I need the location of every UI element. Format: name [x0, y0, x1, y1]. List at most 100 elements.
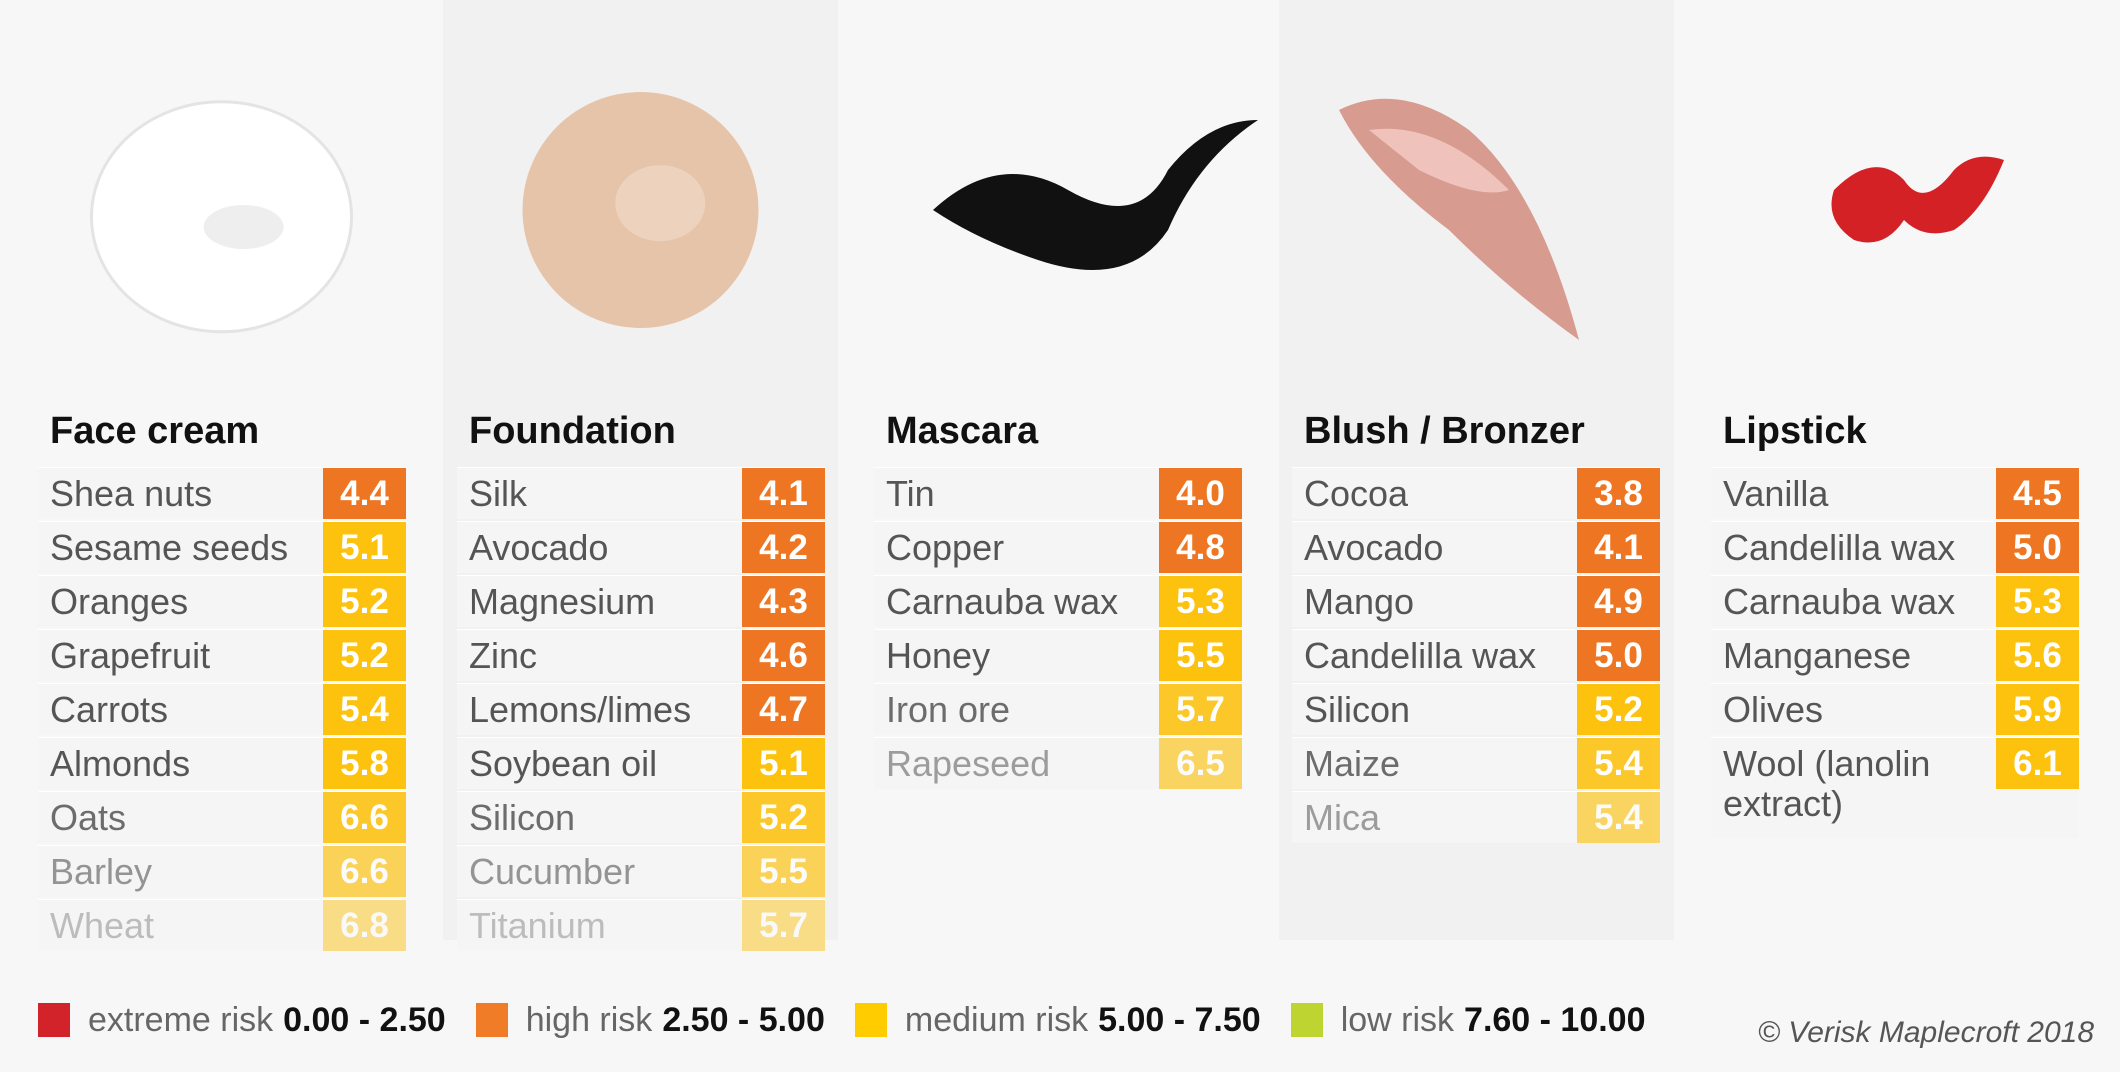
- ingredient-name: Maize: [1304, 743, 1401, 784]
- table-row: Carrots 5.4: [38, 683, 406, 735]
- table-row: Almonds 5.8: [38, 737, 406, 789]
- ingredient-table: Tin 4.0 Copper 4.8 Carnauba wax 5.3 Honey 5.5 Ir…: [874, 467, 1242, 791]
- ingredient-name: Almonds: [50, 743, 191, 784]
- table-row: Shea nuts 4.4: [38, 467, 406, 519]
- table-row: Oranges 5.2: [38, 575, 406, 627]
- legend-range: 0.00 - 2.50: [283, 1000, 446, 1039]
- table-row: Candelilla wax 5.0: [1292, 629, 1660, 681]
- risk-score: 6.5: [1159, 738, 1242, 789]
- blush-swatch-image: [1279, 40, 1674, 380]
- ingredient-name: Barley: [50, 851, 153, 892]
- table-row: Silicon 5.2: [457, 791, 825, 843]
- mascara-swatch-image: [838, 40, 1279, 380]
- table-row: Silicon 5.2: [1292, 683, 1660, 735]
- ingredient-name: Avocado: [1304, 527, 1444, 568]
- ingredient-name: Mango: [1304, 581, 1415, 622]
- table-row: Wheat 6.8: [38, 899, 406, 951]
- table-row: Lemons/limes 4.7: [457, 683, 825, 735]
- risk-score: 4.1: [742, 468, 825, 519]
- table-row: Avocado 4.2: [457, 521, 825, 573]
- risk-score: 4.4: [323, 468, 406, 519]
- legend-label: low risk: [1340, 1000, 1455, 1039]
- table-row: Carnauba wax 5.3: [1711, 575, 2079, 627]
- risk-score: 5.6: [1996, 630, 2079, 681]
- table-row: Candelilla wax 5.0: [1711, 521, 2079, 573]
- ingredient-name: Sesame seeds: [50, 527, 289, 568]
- ingredient-name: Vanilla: [1723, 473, 1829, 514]
- ingredient-name: Iron ore: [886, 689, 1011, 730]
- product-heading: Face cream: [50, 410, 260, 452]
- legend-item: high risk 2.50 - 5.00: [475, 1000, 825, 1040]
- risk-score: 4.2: [742, 522, 825, 573]
- ingredient-name: Manganese: [1723, 635, 1912, 676]
- risk-score: 5.3: [1996, 576, 2079, 627]
- ingredient-name: Magnesium: [469, 581, 656, 622]
- ingredient-name: Honey: [886, 635, 991, 676]
- ingredient-name: Cocoa: [1304, 473, 1409, 514]
- copyright: © Verisk Maplecroft 2018: [1757, 1016, 2094, 1049]
- ingredient-name: Titanium: [469, 905, 606, 946]
- table-row: Barley 6.6: [38, 845, 406, 897]
- table-row: Tin 4.0: [874, 467, 1242, 519]
- risk-score: 4.6: [742, 630, 825, 681]
- risk-score: 5.9: [1996, 684, 2079, 735]
- risk-score: 5.2: [323, 630, 406, 681]
- table-row: Titanium 5.7: [457, 899, 825, 951]
- ingredient-name: Oranges: [50, 581, 189, 622]
- table-row: Grapefruit 5.2: [38, 629, 406, 681]
- ingredient-name: Soybean oil: [469, 743, 658, 784]
- ingredient-name: Silk: [469, 473, 528, 514]
- ingredient-name: Rapeseed: [886, 743, 1051, 784]
- ingredient-name: Olives: [1723, 689, 1824, 730]
- product-heading: Foundation: [469, 410, 676, 452]
- ingredient-name: Wool (lanolin extract): [1723, 743, 1931, 824]
- ingredient-name: Copper: [886, 527, 1005, 568]
- ingredient-name: Carnauba wax: [886, 581, 1119, 622]
- table-row: Silk 4.1: [457, 467, 825, 519]
- risk-score: 5.0: [1577, 630, 1660, 681]
- ingredient-name: Candelilla wax: [1304, 635, 1537, 676]
- table-row: Olives 5.9: [1711, 683, 2079, 735]
- ingredient-name: Grapefruit: [50, 635, 211, 676]
- risk-score: 4.7: [742, 684, 825, 735]
- table-row: Zinc 4.6: [457, 629, 825, 681]
- legend-swatch: [854, 1003, 887, 1037]
- table-row: Maize 5.4: [1292, 737, 1660, 789]
- risk-score: 5.2: [1577, 684, 1660, 735]
- legend-item: low risk 7.60 - 10.00: [1290, 1000, 1646, 1040]
- risk-score: 3.8: [1577, 468, 1660, 519]
- risk-score: 4.1: [1577, 522, 1660, 573]
- table-row: Avocado 4.1: [1292, 521, 1660, 573]
- risk-score: 4.3: [742, 576, 825, 627]
- risk-score: 5.5: [1159, 630, 1242, 681]
- legend: extreme risk 0.00 - 2.50 high risk 2.50 - 5…: [38, 1000, 1676, 1040]
- legend-range: 2.50 - 5.00: [662, 1000, 825, 1039]
- cream-swatch-image: [0, 40, 443, 380]
- table-row: Carnauba wax 5.3: [874, 575, 1242, 627]
- legend-label: extreme risk: [88, 1000, 274, 1039]
- product-heading: Blush / Bronzer: [1304, 410, 1585, 452]
- risk-score: 6.6: [323, 792, 406, 843]
- table-row: Magnesium 4.3: [457, 575, 825, 627]
- risk-score: 5.7: [742, 900, 825, 951]
- risk-score: 5.4: [1577, 792, 1660, 843]
- risk-score: 5.4: [1577, 738, 1660, 789]
- ingredient-table: Cocoa 3.8 Avocado 4.1 Mango 4.9 Candelilla wax…: [1292, 467, 1660, 845]
- legend-item: medium risk 5.00 - 7.50: [854, 1001, 1261, 1040]
- table-row: Oats 6.6: [38, 791, 406, 843]
- risk-score: 5.8: [323, 738, 406, 789]
- legend-item: extreme risk 0.00 - 2.50: [38, 1001, 446, 1040]
- risk-score: 4.8: [1159, 522, 1242, 573]
- lipstick-swatch-image: [1674, 40, 2120, 380]
- table-row: Sesame seeds 5.1: [38, 521, 406, 573]
- ingredient-name: Oats: [50, 797, 127, 838]
- legend-swatch: [1290, 1003, 1323, 1037]
- ingredient-name: Candelilla wax: [1723, 527, 1956, 568]
- ingredient-name: Wheat: [50, 905, 155, 946]
- ingredient-name: Mica: [1304, 797, 1381, 838]
- legend-range: 7.60 - 10.00: [1464, 1000, 1646, 1039]
- product-heading: Lipstick: [1723, 410, 1867, 452]
- risk-score: 4.0: [1159, 468, 1242, 519]
- legend-swatch: [475, 1003, 508, 1037]
- risk-score: 6.6: [323, 846, 406, 897]
